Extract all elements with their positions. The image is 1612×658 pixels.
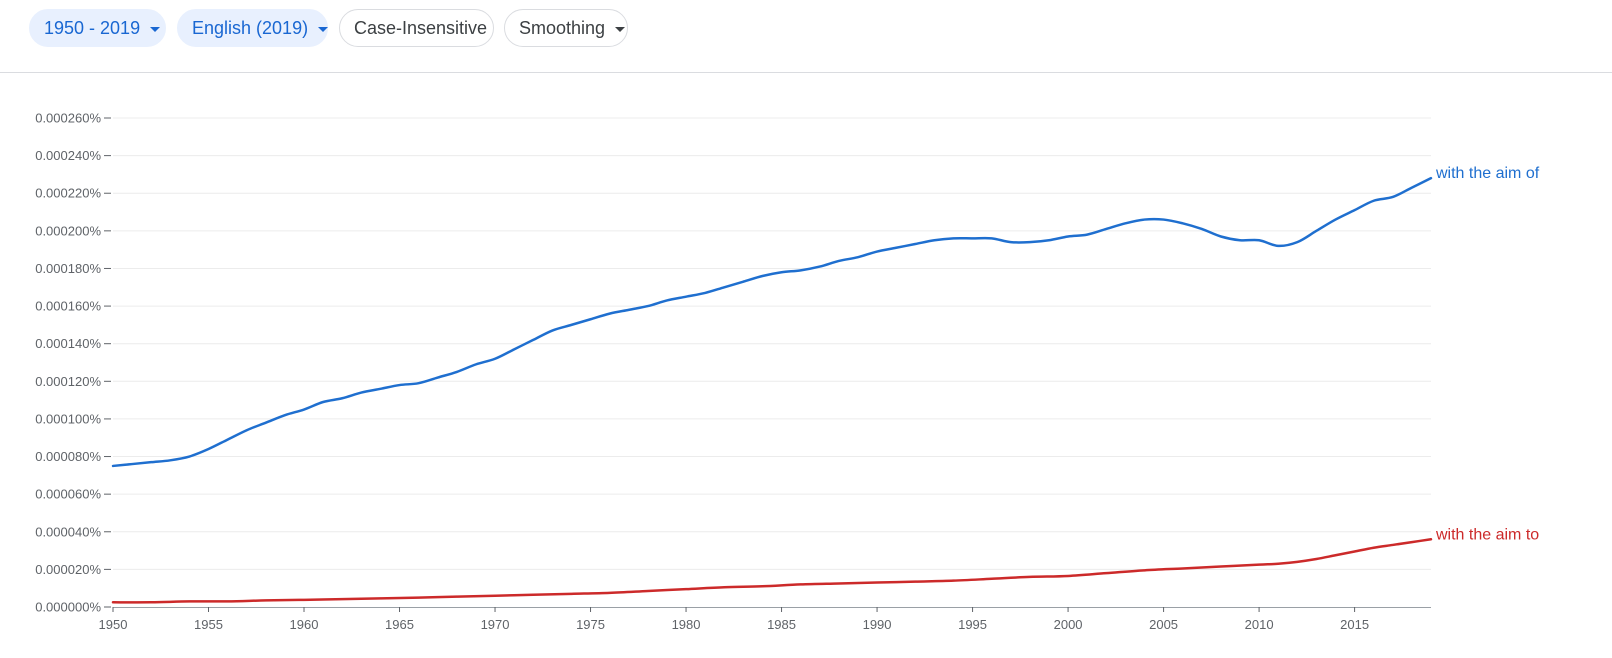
grid: [113, 117, 1431, 570]
x-tick-label: 1980: [672, 617, 701, 632]
y-tick-label: 0.000200%: [35, 223, 101, 238]
toolbar: 1950 - 2019 English (2019) Case-Insensit…: [0, 0, 1612, 73]
x-tick-label: 2015: [1340, 617, 1369, 632]
chevron-down-icon: [318, 26, 329, 32]
x-axis: 1950 1955 1960 1965 1970 1975 1980 1985 1990 1995…: [99, 607, 1431, 632]
y-tick-label: 0.000220%: [35, 186, 101, 201]
year-range-dropdown[interactable]: 1950 - 2019: [29, 9, 166, 47]
y-tick-label: 0.000160%: [35, 299, 101, 314]
year-range-label: 1950 - 2019: [44, 17, 141, 38]
x-tick-label: 1975: [576, 617, 605, 632]
x-tick-label: 1955: [194, 617, 223, 632]
series-label-with-the-aim-to[interactable]: with the aim to: [1435, 526, 1539, 543]
y-tick-label: 0.000040%: [35, 524, 101, 539]
smoothing-dropdown[interactable]: Smoothing: [504, 9, 628, 47]
x-tick-label: 2000: [1054, 617, 1083, 632]
y-tick-label: 0.000100%: [35, 411, 101, 426]
y-tick-label: 0.000000%: [35, 600, 101, 615]
x-tick-label: 1950: [99, 617, 128, 632]
y-tick-label: 0.000180%: [35, 261, 101, 276]
case-label: Case-Insensitive: [354, 17, 488, 38]
chevron-down-icon: [150, 26, 161, 32]
series-label-with-the-aim-of[interactable]: with the aim of: [1435, 165, 1540, 182]
x-tick-label: 1990: [863, 617, 892, 632]
x-tick-label: 1965: [385, 617, 414, 632]
ngram-chart: 0.000000% 0.000020% 0.000040% 0.000060% 0.00…: [35, 111, 1540, 633]
y-tick-label: 0.000020%: [35, 562, 101, 577]
y-tick-label: 0.000080%: [35, 449, 101, 464]
case-insensitive-toggle[interactable]: Case-Insensitive: [339, 9, 494, 47]
y-tick-label: 0.000240%: [35, 148, 101, 163]
y-tick-label: 0.000260%: [35, 111, 101, 126]
series-lines: [111, 176, 1433, 604]
chevron-down-icon: [615, 26, 626, 32]
y-tick-label: 0.000060%: [35, 487, 101, 502]
x-tick-label: 2010: [1245, 617, 1274, 632]
series-line-with-the-aim-to[interactable]: [111, 538, 1433, 604]
y-axis: 0.000000% 0.000020% 0.000040% 0.000060% 0.00…: [35, 111, 111, 615]
x-tick-label: 1960: [290, 617, 319, 632]
y-tick-label: 0.000120%: [35, 374, 101, 389]
series-labels: with the aim of with the aim to: [1435, 165, 1540, 543]
corpus-dropdown[interactable]: English (2019): [177, 9, 329, 47]
series-line-with-the-aim-of[interactable]: [111, 176, 1433, 468]
x-tick-label: 1970: [481, 617, 510, 632]
corpus-label: English (2019): [192, 17, 309, 38]
smoothing-label: Smoothing: [519, 17, 606, 38]
x-tick-label: 1985: [767, 617, 796, 632]
x-tick-label: 1995: [958, 617, 987, 632]
x-tick-label: 2005: [1149, 617, 1178, 632]
y-tick-label: 0.000140%: [35, 336, 101, 351]
